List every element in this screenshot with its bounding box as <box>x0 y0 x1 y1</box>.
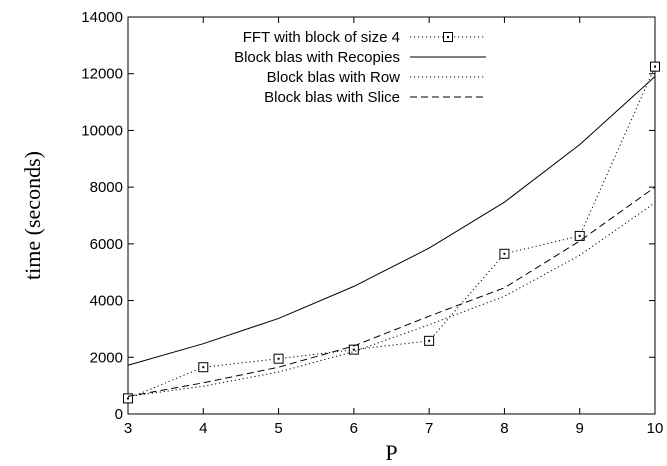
x-axis-ticks: 3 4 5 6 7 8 9 10 <box>124 17 664 437</box>
legend-item: FFT with block of size 4 <box>243 29 486 46</box>
x-tick-label: 6 <box>350 420 358 437</box>
y-tick-label: 0 <box>115 406 123 423</box>
data-point-center <box>503 252 506 255</box>
data-point-center <box>277 357 280 360</box>
x-tick-label: 8 <box>500 420 508 437</box>
data-point-center <box>654 65 656 68</box>
legend-item: Block blas with Row <box>267 69 486 86</box>
x-tick-label: 9 <box>576 420 584 437</box>
plot-border <box>127 16 656 415</box>
data-point-center <box>428 339 431 342</box>
legend-marker-center <box>447 36 449 38</box>
y-axis-label: time (seconds) <box>20 151 45 280</box>
data-point-center <box>352 348 355 351</box>
legend-label: FFT with block of size 4 <box>243 29 400 46</box>
y-tick-label: 12000 <box>81 66 123 83</box>
series-1 <box>127 76 656 366</box>
series-layer <box>123 61 660 404</box>
series-line <box>127 186 656 397</box>
legend: FFT with block of size 4 Block blas with … <box>234 29 486 106</box>
data-point-center <box>578 234 581 237</box>
legend-item: Block blas with Recopies <box>234 49 486 66</box>
series-line <box>127 202 656 397</box>
series-line <box>127 76 656 366</box>
series-3 <box>127 186 656 397</box>
y-tick-label: 10000 <box>81 122 123 139</box>
x-tick-label: 10 <box>647 420 664 437</box>
x-tick-label: 4 <box>199 420 207 437</box>
y-tick-label: 14000 <box>81 9 123 26</box>
x-axis-label: P <box>385 440 397 465</box>
legend-label: Block blas with Slice <box>264 89 400 106</box>
x-tick-label: 7 <box>425 420 433 437</box>
data-point-center <box>127 397 129 400</box>
y-tick-label: 4000 <box>90 293 123 310</box>
legend-item: Block blas with Slice <box>264 89 486 106</box>
x-tick-label: 5 <box>274 420 282 437</box>
x-tick-label: 3 <box>124 420 132 437</box>
legend-label: Block blas with Recopies <box>234 49 400 66</box>
data-point-center <box>202 366 205 369</box>
legend-label: Block blas with Row <box>267 69 401 86</box>
y-tick-label: 2000 <box>90 349 123 366</box>
series-line <box>127 66 656 399</box>
y-tick-label: 6000 <box>90 236 123 253</box>
plot-frame <box>127 16 656 415</box>
y-tick-label: 8000 <box>90 179 123 196</box>
series-2 <box>127 202 656 397</box>
y-axis-ticks: 0 2000 4000 6000 8000 10000 12000 14000 <box>81 9 655 423</box>
series-0 <box>123 61 660 404</box>
